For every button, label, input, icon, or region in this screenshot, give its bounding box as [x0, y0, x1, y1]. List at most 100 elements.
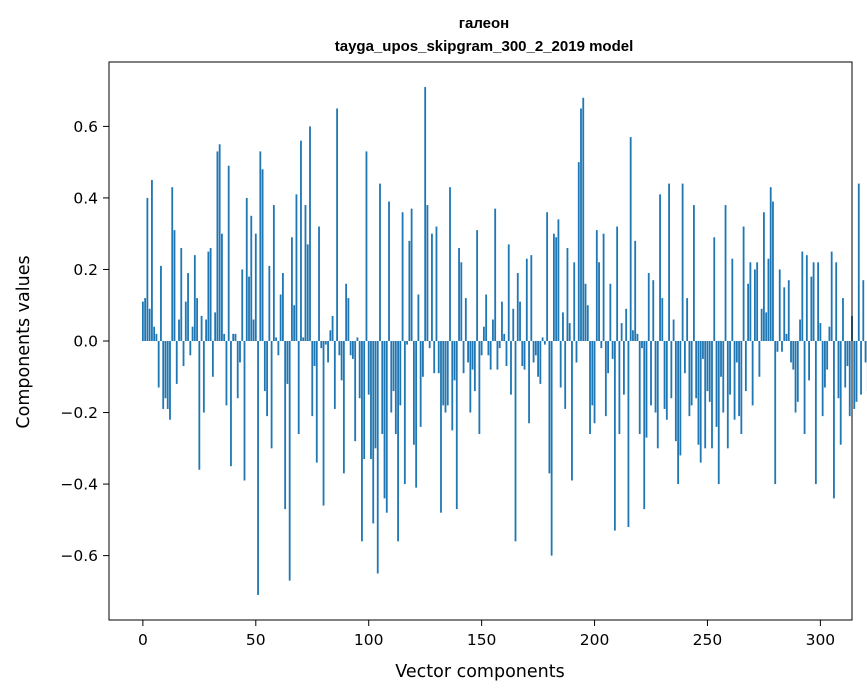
bar	[187, 273, 189, 341]
bar	[835, 262, 838, 341]
bar	[358, 341, 361, 399]
bar	[805, 255, 808, 341]
bar	[363, 341, 366, 460]
bar	[485, 294, 488, 341]
bar	[415, 341, 418, 488]
bar	[647, 273, 650, 341]
bar	[173, 230, 176, 341]
y-tick-label: 0.0	[73, 333, 98, 351]
bar	[482, 326, 485, 341]
bar	[388, 201, 390, 341]
bar	[521, 341, 524, 367]
bar	[403, 341, 406, 485]
bar	[426, 205, 429, 341]
bar	[417, 294, 420, 341]
bar	[548, 341, 551, 474]
x-axis-label: Vector components	[395, 662, 564, 682]
bar	[550, 341, 553, 556]
bar	[824, 341, 826, 388]
bar	[776, 341, 779, 352]
bar	[171, 187, 174, 341]
x-tick-label: 200	[580, 631, 610, 649]
bar	[277, 341, 280, 356]
bar	[313, 341, 316, 367]
bar	[604, 341, 607, 417]
bar	[444, 341, 447, 413]
x-tick-label: 0	[138, 631, 148, 649]
bar	[471, 341, 474, 370]
bar	[848, 341, 851, 417]
bar	[331, 315, 334, 341]
chart-subtitle: tayga_upos_skipgram_300_2_2019 model	[335, 38, 634, 55]
bar	[349, 341, 352, 356]
bar	[530, 255, 533, 341]
bar	[582, 97, 585, 342]
bar	[695, 341, 698, 399]
bar	[270, 341, 273, 449]
bar	[814, 341, 817, 485]
bar	[234, 333, 237, 341]
bar	[525, 258, 528, 341]
bar	[487, 341, 490, 356]
bar	[279, 294, 282, 341]
bar	[399, 341, 402, 406]
bar	[654, 341, 657, 413]
bar	[320, 341, 323, 349]
bar	[819, 323, 822, 341]
bar	[297, 341, 300, 434]
bar	[318, 226, 320, 341]
bar	[401, 212, 404, 341]
bar	[571, 341, 573, 481]
bar	[539, 341, 542, 384]
bar	[516, 273, 519, 341]
bar	[250, 215, 253, 341]
bar	[227, 165, 230, 341]
bar	[862, 280, 865, 341]
bar	[593, 341, 596, 424]
bar	[304, 205, 307, 341]
bar	[394, 341, 397, 434]
bar	[494, 208, 497, 341]
bar	[295, 194, 298, 341]
bar	[575, 341, 578, 363]
bar	[634, 240, 637, 341]
bars-group	[141, 87, 867, 595]
bar	[794, 341, 797, 413]
bar	[480, 341, 483, 356]
bar	[383, 341, 386, 499]
bar	[442, 341, 445, 406]
bar	[374, 341, 377, 449]
bar	[844, 341, 847, 388]
bar	[315, 341, 318, 463]
bar	[261, 169, 264, 341]
bar	[559, 341, 562, 388]
bar	[810, 276, 813, 341]
bar	[239, 341, 241, 363]
bar	[715, 341, 718, 427]
bar	[155, 333, 158, 341]
bar	[342, 341, 345, 474]
bar	[408, 240, 411, 341]
bar	[476, 230, 479, 341]
bar	[674, 341, 677, 442]
bar	[160, 265, 162, 341]
bar	[541, 337, 544, 341]
bar	[211, 341, 214, 377]
bar	[744, 341, 747, 392]
bar	[735, 341, 738, 363]
bar	[765, 312, 768, 341]
bar	[625, 308, 628, 341]
bar	[839, 341, 842, 445]
bar	[216, 151, 219, 341]
bar	[428, 341, 431, 349]
bar	[523, 341, 526, 370]
bar	[826, 341, 829, 370]
bar	[175, 341, 178, 384]
bar	[733, 341, 736, 420]
bar	[379, 183, 381, 341]
bar	[478, 341, 481, 434]
bar	[230, 341, 232, 467]
bar	[196, 298, 198, 341]
bar	[580, 108, 582, 341]
